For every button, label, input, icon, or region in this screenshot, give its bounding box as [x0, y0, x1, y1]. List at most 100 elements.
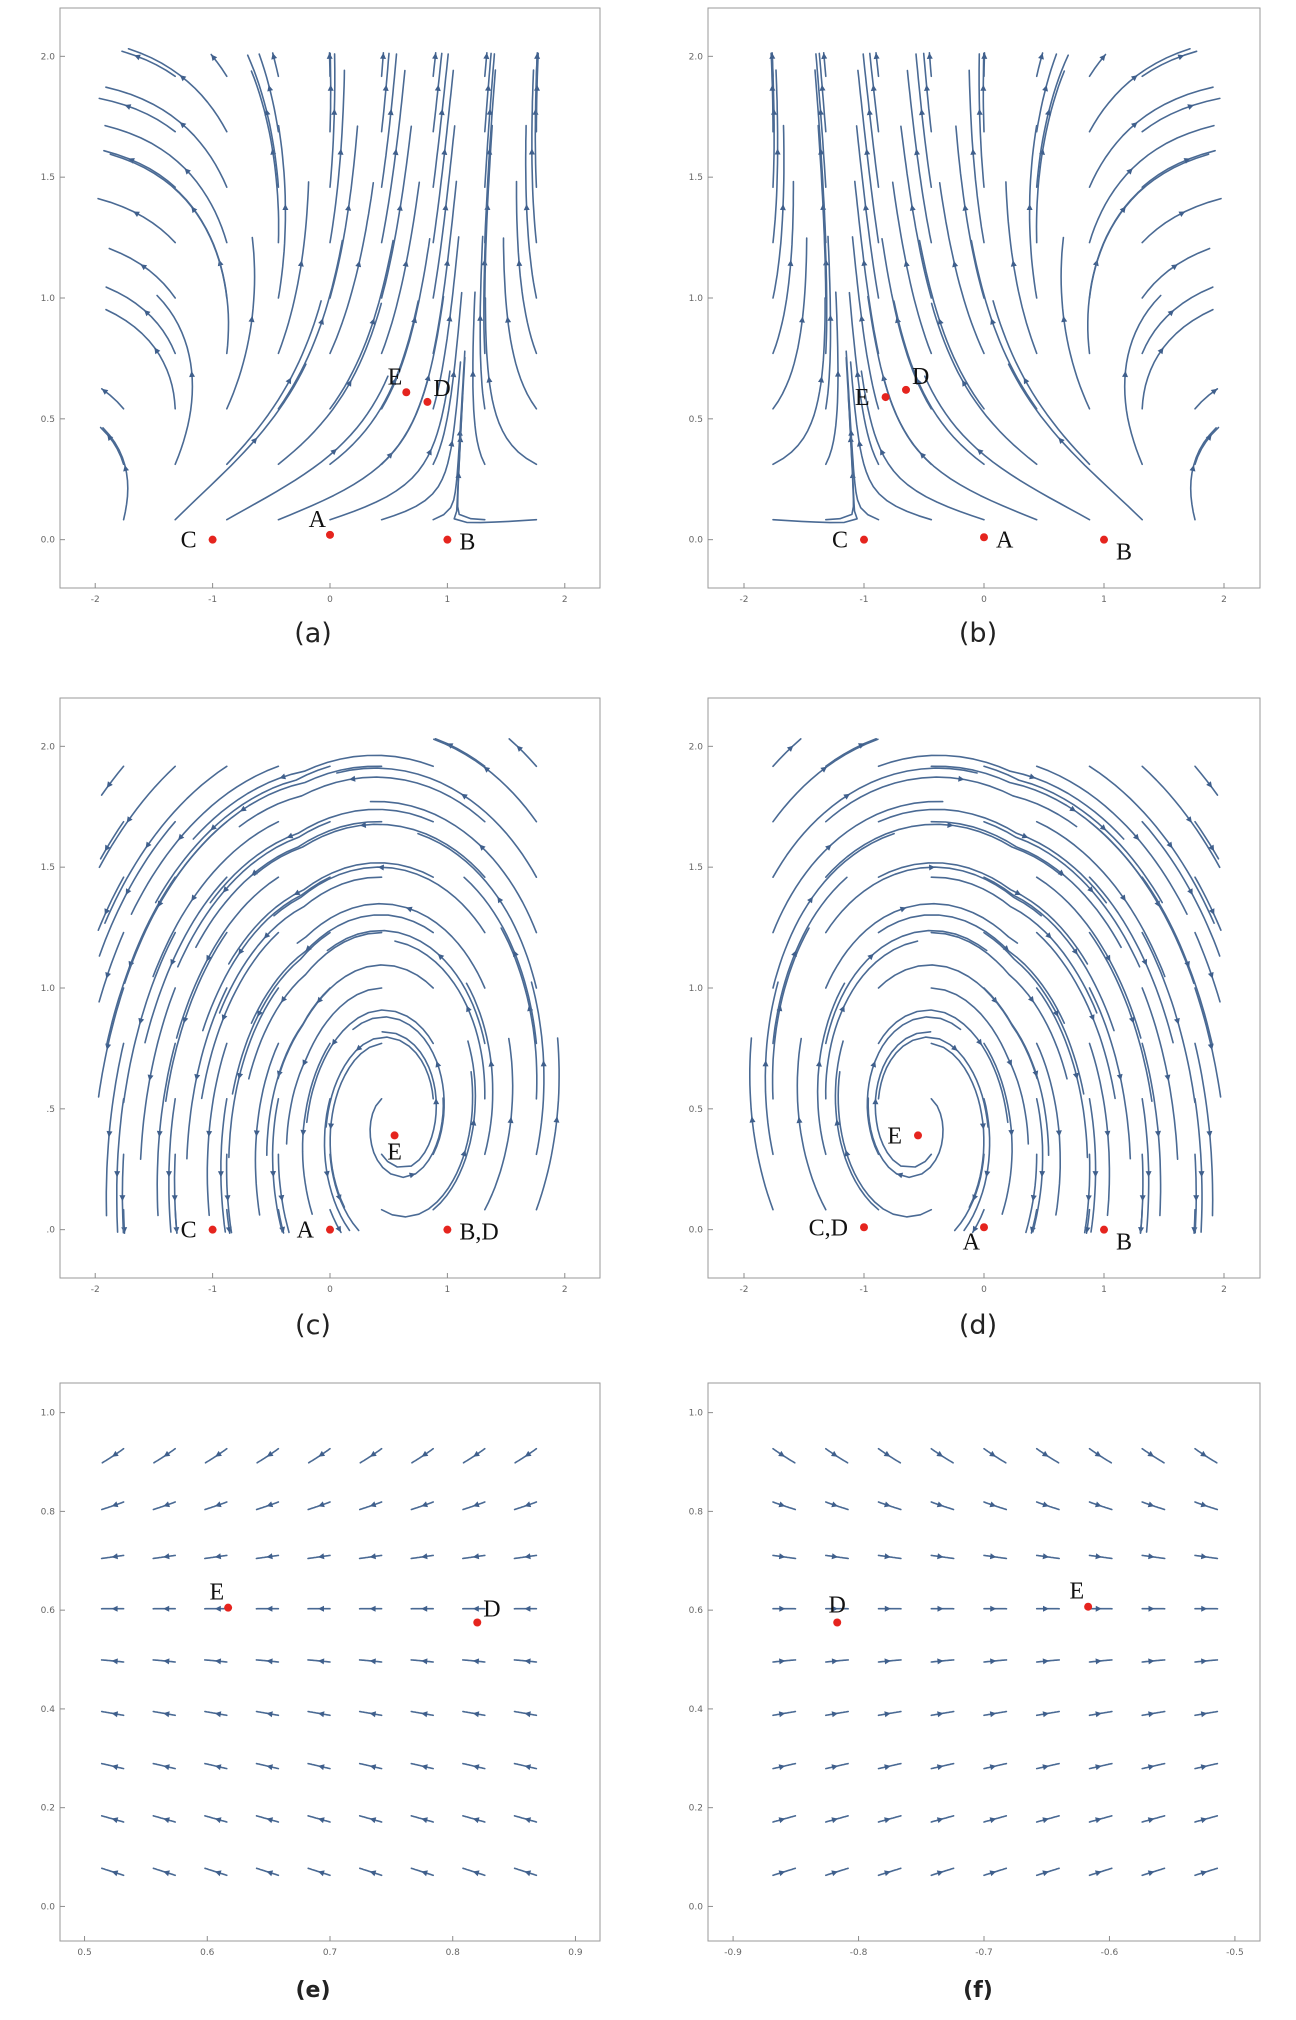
- streamline: [1194, 876, 1222, 931]
- stream-arrowhead: [872, 1098, 879, 1105]
- stream-arrowhead: [1104, 1130, 1111, 1137]
- chart-a: -2 -1 0 1 2 0.0 0.5 1.0 1.5 2.0 C A B E D: [41, 7, 601, 605]
- stream-arrowhead: [182, 1016, 189, 1024]
- stream-arrowhead: [238, 948, 245, 955]
- stream-arrowhead: [369, 1817, 377, 1824]
- stream-arrowhead: [831, 1870, 838, 1877]
- stream-arrowhead: [972, 1194, 978, 1201]
- stream-arrowhead: [369, 1501, 377, 1508]
- stream-arrowhead: [863, 204, 869, 211]
- stream-arrowhead: [432, 52, 438, 60]
- stream-arrowhead: [1116, 1073, 1123, 1081]
- stream-arrowhead: [827, 314, 834, 321]
- stream-arrowhead: [485, 84, 491, 91]
- streamline: [1141, 1042, 1162, 1217]
- stream-arrowhead: [1191, 1227, 1198, 1234]
- stream-arrowhead: [859, 315, 865, 322]
- stream-arrowhead: [1026, 204, 1033, 210]
- equilibrium-label: E: [209, 1580, 224, 1606]
- stream-arrowhead: [497, 896, 504, 904]
- streamline: [329, 53, 336, 188]
- streamline: [772, 297, 826, 466]
- stream-arrowhead: [138, 1017, 145, 1025]
- streamline: [953, 1153, 985, 1232]
- streamline: [938, 182, 985, 355]
- stream-arrowhead: [990, 1658, 997, 1665]
- streamline: [329, 125, 359, 299]
- streamline: [432, 291, 463, 466]
- stream-arrowhead: [1014, 889, 1022, 895]
- stream-arrowhead: [854, 371, 861, 378]
- equilibrium-label: A: [309, 507, 327, 533]
- streamline: [103, 149, 176, 188]
- stream-arrowhead: [861, 259, 868, 266]
- streamline: [174, 363, 307, 521]
- stream-arrowhead: [104, 908, 110, 915]
- stream-arrowhead: [990, 318, 996, 325]
- stream-arrowhead: [266, 1711, 273, 1718]
- streamline: [1088, 86, 1214, 188]
- stream-arrowhead: [111, 1553, 118, 1560]
- streamline: [369, 800, 538, 934]
- stream-arrowhead: [1166, 841, 1173, 849]
- stream-arrowhead: [472, 1605, 479, 1612]
- equilibrium-label: C: [181, 528, 197, 554]
- streamline: [273, 866, 486, 934]
- stream-arrowhead: [145, 841, 152, 849]
- streamline: [535, 1037, 560, 1211]
- stream-arrowhead: [779, 1605, 786, 1612]
- x-tick-label: 0: [981, 1285, 987, 1295]
- stream-arrowhead: [1200, 1553, 1208, 1560]
- stream-arrowhead: [221, 1014, 228, 1021]
- stream-arrowhead: [832, 1605, 838, 1612]
- equilibrium-point-a: [326, 1225, 334, 1234]
- streamline: [772, 767, 978, 878]
- stream-arrowhead: [936, 1450, 944, 1457]
- equilibrium-label: D: [829, 1592, 846, 1618]
- streamline: [432, 125, 456, 299]
- x-tick-label: 0: [981, 595, 987, 605]
- stream-arrowhead: [936, 1501, 944, 1508]
- stream-arrowhead: [976, 108, 983, 115]
- streamline: [432, 52, 443, 133]
- streamline: [228, 862, 434, 965]
- chart-f: -0.9 -0.8 -0.7 -0.6 -0.5 0.0 0.2 0.4 0.6 0.8 1.0 D E: [689, 1382, 1261, 1958]
- streamline: [1005, 181, 1038, 355]
- stream-arrowhead: [437, 953, 445, 961]
- x-tick-label: -1: [860, 595, 869, 605]
- streamline: [1141, 247, 1211, 299]
- stream-arrowhead: [1177, 54, 1185, 61]
- equilibrium-point-d: [902, 385, 910, 394]
- stream-arrowhead: [1147, 1450, 1155, 1457]
- streamline: [226, 375, 389, 521]
- stream-arrowhead: [477, 314, 484, 321]
- stream-arrowhead: [980, 84, 987, 91]
- stream-arrowhead: [1095, 1658, 1102, 1665]
- stream-arrowhead: [505, 316, 512, 323]
- stream-arrowhead: [929, 864, 936, 871]
- stream-arrowhead: [266, 1605, 273, 1612]
- streamline: [772, 237, 808, 410]
- stream-arrowhead: [524, 1553, 531, 1560]
- streamline: [882, 376, 1038, 521]
- streamline: [1088, 1042, 1111, 1217]
- stream-arrowhead: [786, 745, 794, 752]
- stream-arrowhead: [884, 1817, 891, 1824]
- x-tick-label: 1: [1101, 1285, 1107, 1295]
- streamline: [1088, 987, 1132, 1160]
- y-tick-label: 2.0: [41, 52, 56, 62]
- stream-arrowhead: [318, 1553, 325, 1560]
- stream-arrowhead: [369, 1764, 377, 1771]
- equilibrium-label: B,D: [459, 1220, 498, 1246]
- streamline: [749, 1037, 774, 1211]
- stream-arrowhead: [820, 203, 827, 210]
- streamline: [336, 767, 538, 878]
- streamline: [105, 86, 228, 188]
- streamline: [325, 1036, 434, 1128]
- stream-arrowhead: [769, 52, 776, 59]
- stream-arrowhead: [1198, 1171, 1205, 1178]
- stream-arrowhead: [771, 108, 777, 115]
- stream-arrowhead: [435, 1061, 442, 1068]
- stream-arrowhead: [979, 1123, 986, 1130]
- streamline: [772, 738, 802, 768]
